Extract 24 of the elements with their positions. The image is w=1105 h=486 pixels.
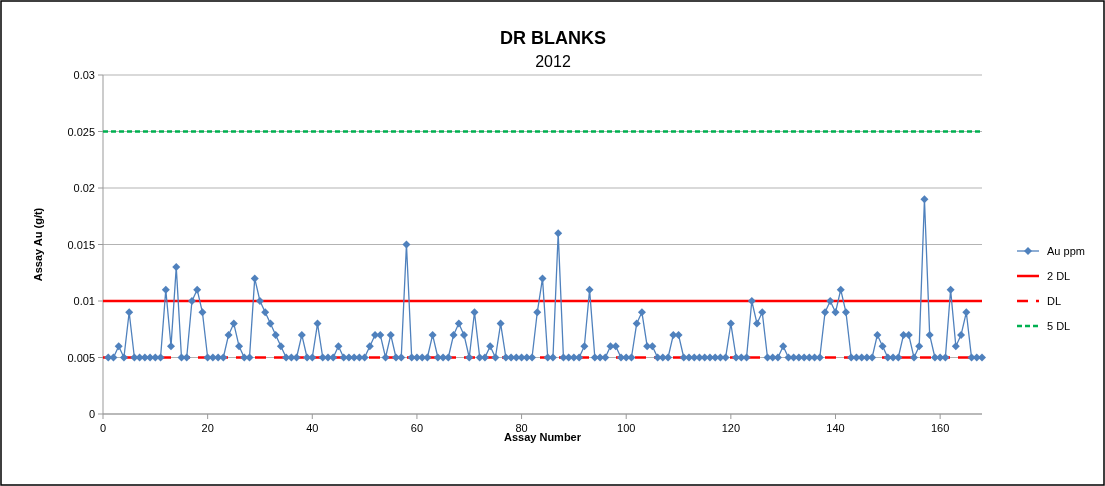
x-tick-label: 80 — [515, 422, 528, 434]
y-tick-label: 0.03 — [73, 69, 95, 81]
chart-subtitle: 2012 — [535, 53, 571, 70]
y-tick-label: 0 — [88, 408, 95, 420]
x-tick-label: 60 — [410, 422, 424, 434]
chart-title: DR BLANKS — [500, 28, 606, 48]
legend-label: DL — [1047, 295, 1062, 307]
x-tick-label: 40 — [306, 422, 319, 434]
y-tick-label: 0.025 — [67, 125, 95, 138]
y-tick-label: 0.015 — [67, 238, 95, 251]
y-tick-label: 0.02 — [73, 182, 95, 194]
x-tick-label: 140 — [826, 422, 845, 434]
y-tick-label: 0.01 — [73, 295, 95, 307]
legend-label: 5 DL — [1047, 320, 1071, 332]
x-tick-label: 120 — [721, 422, 741, 434]
y-axis-title: Assay Au (g/t) — [32, 207, 44, 282]
legend-label: Au ppm — [1047, 245, 1085, 257]
x-tick-label: 100 — [617, 422, 636, 434]
x-tick-label: 0 — [99, 422, 107, 434]
legend-label: 2 DL — [1047, 270, 1071, 282]
x-tick-label: 20 — [201, 422, 214, 434]
x-tick-label: 160 — [930, 422, 950, 434]
y-tick-label: 0.005 — [67, 351, 95, 364]
x-axis-title: Assay Number — [503, 431, 582, 443]
